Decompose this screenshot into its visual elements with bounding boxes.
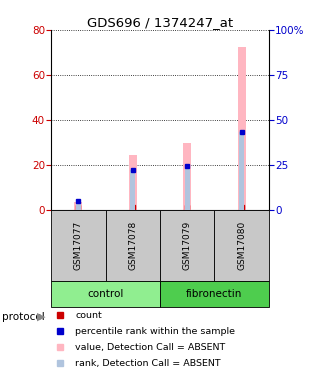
Text: protocol: protocol (2, 312, 44, 322)
Text: GSM17077: GSM17077 (74, 221, 83, 270)
Text: ▶: ▶ (37, 312, 45, 322)
Bar (129, 154, 137, 210)
Bar (106, 210, 160, 282)
Bar (237, 47, 246, 210)
Text: rank, Detection Call = ABSENT: rank, Detection Call = ABSENT (75, 359, 221, 368)
Bar (76, 201, 81, 210)
Title: GDS696 / 1374247_at: GDS696 / 1374247_at (87, 16, 233, 29)
Text: GSM17080: GSM17080 (237, 221, 246, 270)
Text: count: count (75, 311, 102, 320)
Bar (183, 143, 191, 210)
Bar (51, 210, 106, 282)
Bar (214, 210, 269, 282)
Bar (160, 282, 269, 308)
Bar (130, 170, 135, 210)
Text: percentile rank within the sample: percentile rank within the sample (75, 327, 235, 336)
Bar (74, 202, 83, 210)
Bar (239, 132, 244, 210)
Bar (185, 166, 190, 210)
Bar (51, 282, 160, 308)
Text: GSM17078: GSM17078 (128, 221, 137, 270)
Bar (160, 210, 214, 282)
Text: GSM17079: GSM17079 (183, 221, 192, 270)
Text: value, Detection Call = ABSENT: value, Detection Call = ABSENT (75, 343, 225, 352)
Text: control: control (87, 290, 124, 299)
Text: fibronectin: fibronectin (186, 290, 243, 299)
